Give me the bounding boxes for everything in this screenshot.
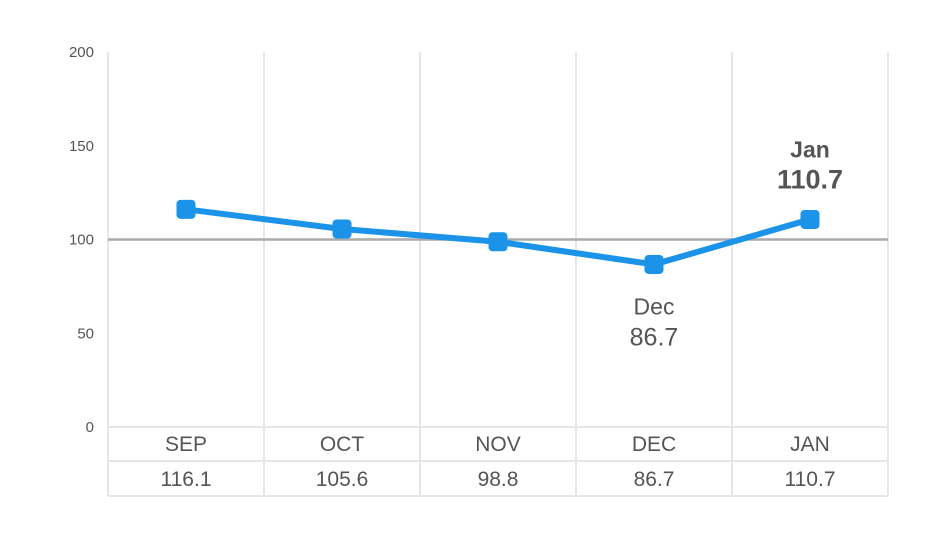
data-point <box>332 219 352 239</box>
annotation-month: Dec <box>634 293 675 319</box>
grid-layer: 0 50 100 150 200 <box>69 44 889 496</box>
table-value: 86.7 <box>634 468 675 491</box>
table-value: 116.1 <box>161 468 212 491</box>
annotation-value: 86.7 <box>630 323 679 351</box>
y-tick-label: 200 <box>69 44 94 61</box>
data-table: SEP 116.1 OCT 105.6 NOV 98.8 DEC 86.7 JAN 110.7 <box>108 426 888 497</box>
table-value: 98.8 <box>478 468 519 491</box>
annotation-month: Jan <box>790 136 830 162</box>
y-tick-label: 150 <box>69 138 94 155</box>
data-point <box>800 209 820 229</box>
category-label: SEP <box>165 433 207 456</box>
category-label: NOV <box>475 433 521 456</box>
data-point <box>176 199 196 219</box>
data-point <box>488 232 508 252</box>
table-value: 105.6 <box>316 468 369 491</box>
table-value: 110.7 <box>785 468 836 491</box>
category-label: DEC <box>632 433 676 456</box>
annotation-value: 110.7 <box>777 164 843 194</box>
category-label: OCT <box>320 433 365 456</box>
y-tick-label: 100 <box>69 232 94 249</box>
data-point <box>644 254 664 274</box>
y-tick-label: 0 <box>86 419 94 436</box>
category-label: JAN <box>790 433 830 456</box>
series-layer <box>176 199 820 274</box>
y-tick-label: 50 <box>77 325 94 342</box>
